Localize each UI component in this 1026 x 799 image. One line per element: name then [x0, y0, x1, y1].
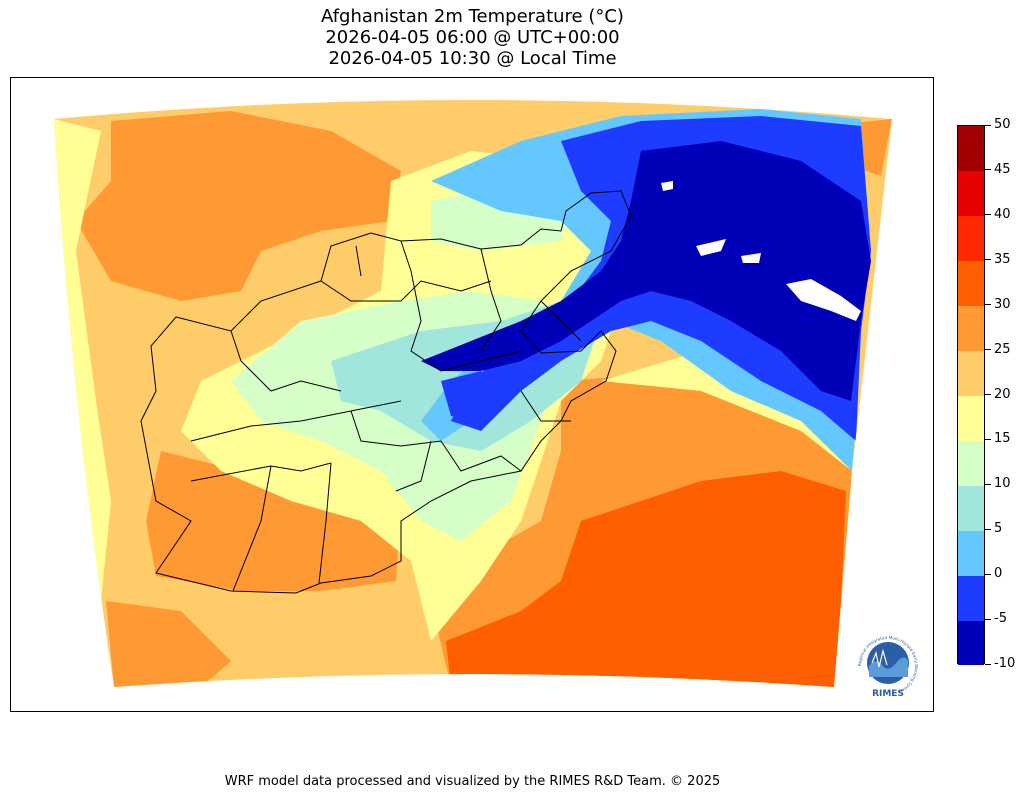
colorbar — [957, 125, 985, 666]
province-line-7 — [410, 270, 522, 372]
colorbar-tick — [985, 618, 991, 620]
province-line-1 — [190, 462, 332, 482]
province-line-4 — [190, 400, 402, 442]
colorbar-segment — [958, 260, 984, 307]
temperature-fields — [54, 100, 892, 687]
title-line-utc-time: 2026-04-05 06:00 @ UTC+00:00 — [325, 27, 620, 48]
colorbar-tick-label: 5 — [994, 521, 1003, 537]
colorbar-segment — [958, 395, 984, 441]
province-line-12 — [355, 245, 362, 277]
colorbar-tick — [985, 483, 991, 485]
colorbar-tick-label: 50 — [994, 117, 1011, 132]
field-25-30-far-sw — [106, 601, 231, 687]
colorbar-segment — [958, 215, 984, 262]
colorbar-tick-label: 15 — [994, 431, 1011, 447]
colorbar-tick-label: 45 — [994, 161, 1011, 177]
field-below-range-2 — [696, 239, 726, 256]
colorbar-tick — [985, 394, 991, 395]
province-line-2 — [232, 465, 272, 592]
province-line-5 — [230, 330, 342, 392]
colorbar-tick — [985, 259, 991, 261]
province-line-6 — [320, 280, 492, 302]
colorbar-tick-label: -10 — [994, 656, 1016, 671]
colorbar-segment — [958, 170, 984, 217]
province-line-14 — [520, 390, 571, 422]
temperature-map — [54, 100, 892, 687]
colorbar-tick — [985, 349, 991, 351]
colorbar-segment — [958, 305, 984, 352]
province-line-11 — [395, 440, 432, 492]
colorbar-tick — [985, 214, 991, 216]
colorbar-tick-label: 30 — [994, 296, 1011, 312]
map-frame — [10, 77, 934, 712]
colorbar-segment — [958, 575, 984, 621]
field-15-20-east — [601, 351, 852, 471]
field-25-30-west — [76, 111, 401, 301]
field-below-range-4 — [741, 253, 761, 263]
footer-credit: WRF model data processed and visualized … — [224, 774, 721, 789]
province-line-13 — [400, 240, 412, 272]
province-boundaries — [140, 190, 632, 594]
colorbar-tick-label: 10 — [994, 476, 1011, 492]
colorbar-tick — [985, 438, 991, 440]
colorbar-segment — [958, 126, 984, 172]
title-line-variable: Afghanistan 2m Temperature (°C) — [321, 6, 624, 27]
colorbar-tick-label: 35 — [994, 251, 1011, 267]
colorbar-tick-label: 40 — [994, 206, 1011, 222]
colorbar-tick — [985, 528, 991, 530]
field-minus10-minus5-northeast — [421, 141, 871, 401]
field-below-range-1 — [786, 279, 861, 321]
colorbar-tick — [985, 124, 991, 126]
colorbar-segment — [958, 440, 984, 486]
field-below-range-3 — [661, 181, 673, 191]
title-line-local-time: 2026-04-05 10:30 @ Local Time — [328, 48, 617, 69]
colorbar-tick-label: 25 — [994, 341, 1011, 357]
field-minus5-0-hindukush — [441, 371, 501, 421]
colorbar-tick-label: -5 — [994, 611, 1007, 627]
province-line-8 — [350, 410, 522, 472]
rimes-logo: Regional Integrated Multi-Hazard Early W… — [856, 633, 920, 699]
colorbar-tick-label: 0 — [994, 566, 1003, 582]
colorbar-segment — [958, 530, 984, 576]
logo-label: RIMES — [872, 689, 904, 699]
colorbar-tick — [985, 169, 991, 171]
colorbar-segment — [958, 350, 984, 396]
colorbar-tick-label: 20 — [994, 386, 1011, 402]
colorbar-tick — [985, 304, 991, 306]
field-30-35-southeast — [446, 471, 846, 687]
colorbar-segment — [958, 485, 984, 531]
colorbar-segment — [958, 620, 984, 666]
province-line-10 — [540, 300, 582, 342]
province-line-9 — [480, 248, 502, 352]
colorbar-tick — [985, 573, 991, 575]
colorbar-tick — [985, 663, 991, 665]
map-title: Afghanistan 2m Temperature (°C) 2026-04-… — [10, 6, 935, 69]
province-line-3 — [318, 462, 332, 584]
country-boundary — [140, 190, 632, 594]
